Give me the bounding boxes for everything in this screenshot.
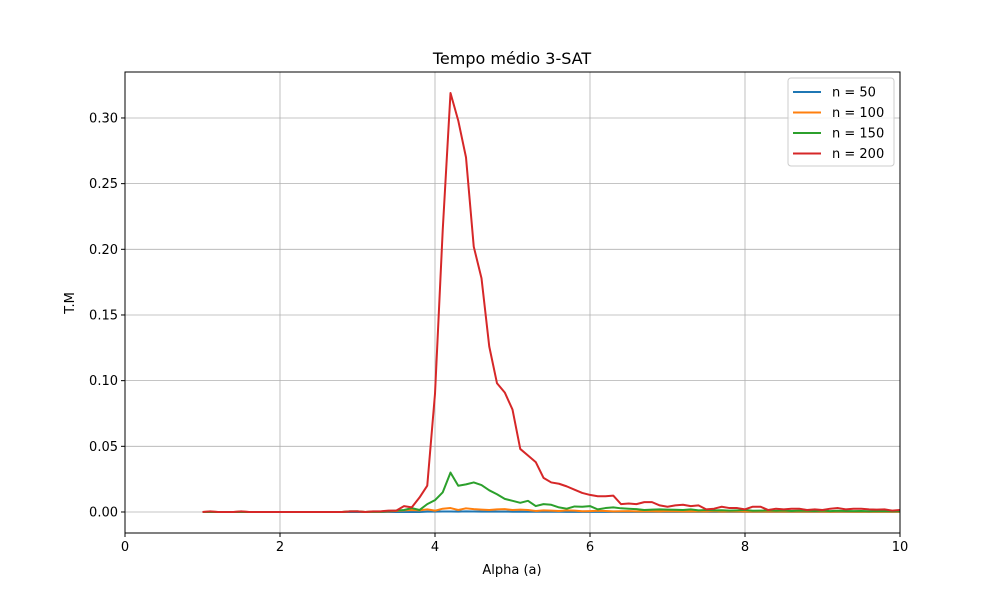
x-tick-label: 6 xyxy=(586,540,594,555)
x-axis-label: Alpha (a) xyxy=(482,563,541,578)
y-tick-label: 0.25 xyxy=(89,177,118,192)
plot-area xyxy=(125,72,900,533)
y-tick-label: 0.30 xyxy=(89,111,118,126)
y-tick-label: 0.00 xyxy=(89,505,118,520)
x-tick-label: 0 xyxy=(121,540,129,555)
y-axis-ticks: 0.00 0.05 0.10 0.15 0.20 0.25 0.30 xyxy=(89,111,125,520)
x-tick-label: 10 xyxy=(892,540,909,555)
y-tick-label: 0.20 xyxy=(89,243,118,258)
legend-label: n = 100 xyxy=(832,106,884,121)
chart-title: Tempo médio 3-SAT xyxy=(432,49,592,68)
x-tick-label: 8 xyxy=(741,540,749,555)
y-axis-label: T.M xyxy=(63,292,78,315)
x-axis-ticks: 0 2 4 6 8 10 xyxy=(121,533,908,555)
plot-frame xyxy=(124,71,901,534)
legend-box xyxy=(787,77,895,167)
legend: n = 50 n = 100 n = 150 n = 200 xyxy=(787,77,895,167)
x-tick-label: 2 xyxy=(276,540,284,555)
legend-label: n = 50 xyxy=(832,86,876,101)
legend-label: n = 150 xyxy=(832,127,884,142)
legend-label: n = 200 xyxy=(832,147,884,162)
y-tick-label: 0.10 xyxy=(89,374,118,389)
y-tick-label: 0.15 xyxy=(89,308,118,323)
series-line-n-200 xyxy=(202,92,901,513)
y-tick-label: 0.05 xyxy=(89,440,118,455)
series-lines xyxy=(202,92,901,513)
x-tick-label: 4 xyxy=(431,540,439,555)
